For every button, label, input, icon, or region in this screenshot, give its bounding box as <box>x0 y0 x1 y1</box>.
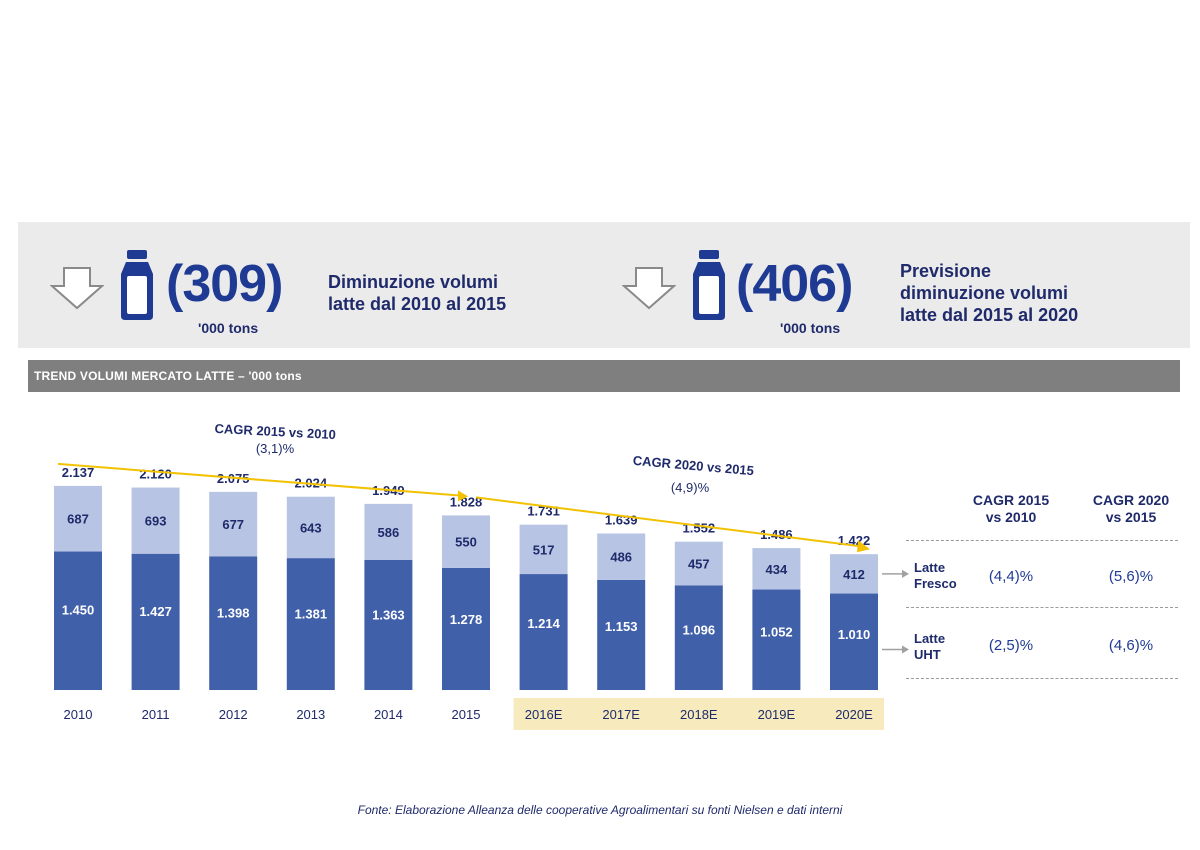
data-label-total: 1.828 <box>450 494 483 509</box>
table-cell-uht-2020: (4,6)% <box>1108 637 1154 654</box>
kpi-left-desc: Diminuzione volumi latte dal 2010 al 201… <box>328 272 507 314</box>
forecast-band <box>513 698 884 730</box>
bar-uht <box>364 559 413 690</box>
kpi-right-value: (406) <box>736 255 853 313</box>
bar-fresco <box>286 496 335 559</box>
cagr-annotation-value: (3,1)% <box>256 441 295 456</box>
bar-fresco <box>209 491 258 557</box>
pointer-arrow-fresco-head <box>902 569 909 578</box>
data-label-fresco: 687 <box>67 512 89 527</box>
bar-uht <box>752 589 801 690</box>
pointer-arrow-uht-head <box>902 645 909 654</box>
section-header: TREND VOLUMI MERCATO LATTE – '000 tons <box>28 360 1180 392</box>
data-label-uht: 1.381 <box>295 607 328 622</box>
cagr-annotation-title: CAGR 2020 vs 2015 <box>632 453 754 479</box>
milk-bottle-icon <box>121 250 153 320</box>
data-label-fresco: 677 <box>222 517 244 532</box>
milk-bottle-icon <box>693 250 725 320</box>
data-label-fresco: 412 <box>843 567 865 582</box>
tick-label: 2017E <box>602 707 640 722</box>
bar-uht <box>131 553 180 690</box>
table-row-label-uht: Latte UHT <box>914 631 946 662</box>
data-label-fresco: 486 <box>610 550 632 565</box>
trend-line-2010-2015 <box>57 462 459 497</box>
source-note: Fonte: Elaborazione Alleanza delle coope… <box>357 803 843 817</box>
data-label-fresco: 457 <box>688 557 710 572</box>
cagr-annotation-title: CAGR 2015 vs 2010 <box>214 421 336 442</box>
data-label-uht: 1.153 <box>605 619 638 634</box>
data-label-uht: 1.052 <box>760 625 793 640</box>
data-label-fresco: 550 <box>455 535 477 550</box>
data-label-uht: 1.450 <box>62 603 95 618</box>
tick-label: 2011 <box>142 707 170 722</box>
data-label-uht: 1.010 <box>838 627 871 642</box>
table-cell-fresco-2015: (4,4)% <box>988 568 1034 585</box>
tick-label: 2010 <box>64 707 93 722</box>
table-divider <box>906 678 1178 679</box>
data-label-fresco: 434 <box>766 562 788 577</box>
bar-fresco <box>131 487 180 554</box>
trend-arrowhead <box>857 540 870 553</box>
bar-fresco <box>752 548 801 590</box>
kpi-right-unit: '000 tons <box>780 320 841 336</box>
data-label-fresco: 517 <box>533 542 555 557</box>
bar-uht <box>442 567 490 690</box>
data-label-uht: 1.278 <box>450 612 483 627</box>
trend-arrowhead <box>458 490 468 502</box>
data-label-uht: 1.398 <box>217 606 250 621</box>
kpi-left-value: (309) <box>166 255 283 313</box>
table-cell-uht-2015: (2,5)% <box>988 637 1034 654</box>
data-label-uht: 1.096 <box>683 622 716 637</box>
tick-label: 2018E <box>680 707 718 722</box>
kpi-left-unit: '000 tons <box>198 320 259 336</box>
cagr-annotation-value: (4,9)% <box>671 480 710 495</box>
bar-fresco <box>597 533 646 580</box>
cagr-table: CAGR 2015 vs 2010 CAGR 2020 vs 2015 Latt… <box>906 485 1178 685</box>
data-label-uht: 1.427 <box>139 604 172 619</box>
bar-uht <box>54 551 102 690</box>
tick-label: 2019E <box>758 707 796 722</box>
bar-fresco <box>519 524 568 575</box>
bar-fresco <box>674 541 723 586</box>
data-label-fresco: 693 <box>145 514 167 529</box>
bar-uht <box>519 574 568 690</box>
data-label-uht: 1.214 <box>527 616 560 631</box>
trend-line-2015-2020 <box>475 496 861 548</box>
table-divider <box>906 540 1178 541</box>
section-title: TREND VOLUMI MERCATO LATTE – '000 tons <box>34 369 302 383</box>
table-divider <box>906 607 1178 608</box>
bar-uht <box>209 556 258 690</box>
table-row-label-fresco: Latte Fresco <box>914 560 957 591</box>
kpi-banner: (309) '000 tons Diminuzione volumi latte… <box>18 222 1190 348</box>
bar-fresco <box>54 485 102 552</box>
data-label-fresco: 643 <box>300 520 322 535</box>
down-arrow-icon <box>622 267 676 310</box>
tick-label: 2020E <box>835 707 873 722</box>
bar-uht <box>286 558 335 690</box>
bar-uht <box>597 579 646 690</box>
bar-fresco <box>442 515 490 568</box>
kpi-right-desc: Previsione diminuzione volumi latte dal … <box>900 261 1079 325</box>
tick-label: 2012 <box>219 707 248 722</box>
data-label-fresco: 586 <box>378 525 400 540</box>
data-label-uht: 1.363 <box>372 608 405 623</box>
table-cell-fresco-2020: (5,6)% <box>1108 568 1154 585</box>
tick-label: 2015 <box>452 707 481 722</box>
data-label-total: 1.552 <box>683 521 716 536</box>
data-label-total: 2.120 <box>139 467 172 482</box>
down-arrow-icon <box>50 267 104 310</box>
bar-uht <box>830 593 878 690</box>
bar-fresco <box>364 503 413 560</box>
tick-label: 2016E <box>525 707 563 722</box>
tick-label: 2013 <box>296 707 325 722</box>
bar-uht <box>674 585 723 690</box>
bar-fresco <box>830 554 878 594</box>
tick-label: 2014 <box>374 707 403 722</box>
table-header-cagr-2020: CAGR 2020 vs 2015 <box>1092 492 1170 525</box>
table-header-cagr-2015: CAGR 2015 vs 2010 <box>972 492 1050 525</box>
data-label-total: 2.137 <box>62 465 95 480</box>
